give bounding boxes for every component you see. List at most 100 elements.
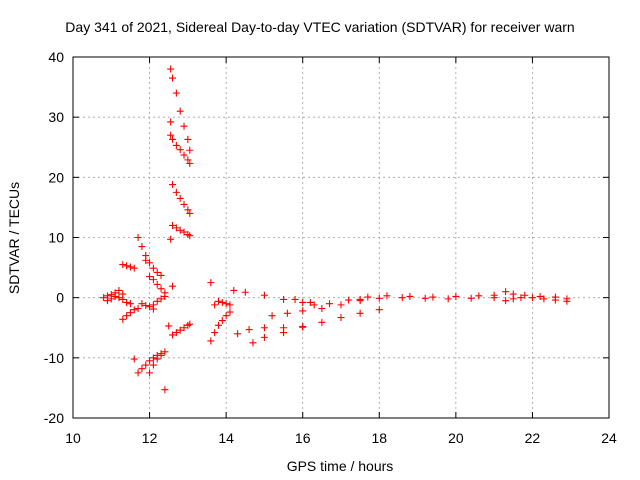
data-point — [100, 294, 108, 302]
data-point — [540, 295, 548, 303]
series-arc-g — [146, 348, 169, 377]
data-point — [528, 294, 536, 302]
data-point — [172, 224, 180, 232]
data-point — [383, 292, 391, 300]
data-point — [161, 386, 169, 394]
data-point — [375, 294, 383, 302]
series-arc-q — [234, 323, 307, 338]
series-arc-u — [356, 294, 498, 303]
data-point — [318, 318, 326, 326]
data-point — [169, 181, 177, 189]
data-point — [134, 234, 142, 241]
data-point — [180, 228, 188, 236]
data-point — [211, 329, 219, 337]
data-point — [306, 298, 314, 306]
data-point — [149, 264, 157, 272]
data-point — [318, 304, 326, 312]
data-point — [563, 295, 571, 303]
data-point — [467, 294, 475, 302]
x-tick-label: 22 — [525, 430, 541, 446]
x-tick-label: 12 — [142, 430, 158, 446]
data-point — [184, 206, 192, 214]
data-point — [126, 300, 134, 308]
data-point — [119, 295, 127, 303]
data-point — [146, 259, 154, 267]
data-point — [161, 289, 169, 297]
data-point — [169, 282, 177, 290]
data-point — [337, 301, 345, 309]
data-point — [111, 292, 119, 300]
data-point — [184, 156, 192, 164]
data-point — [130, 264, 138, 272]
series-arc-d — [134, 234, 165, 279]
data-point — [186, 232, 194, 240]
data-point — [406, 292, 414, 300]
x-axis-label: GPS time / hours — [287, 458, 394, 474]
data-point — [172, 188, 180, 196]
series-arc-b — [119, 261, 138, 272]
series-arc-l — [169, 221, 194, 240]
data-point — [260, 291, 268, 299]
series-arc-m — [169, 320, 194, 339]
data-point — [157, 295, 165, 303]
series-arc-c — [119, 304, 142, 323]
data-point — [146, 273, 154, 281]
data-point — [249, 339, 257, 347]
data-point — [245, 326, 253, 334]
series-arc-i — [167, 65, 194, 154]
data-point — [130, 306, 138, 314]
data-point — [153, 355, 161, 363]
data-points — [100, 65, 571, 394]
series-arc-n — [207, 308, 234, 345]
data-point — [375, 306, 383, 314]
data-point — [517, 294, 525, 302]
data-point — [280, 329, 288, 337]
data-point — [551, 293, 559, 301]
data-point — [180, 151, 188, 159]
data-point — [299, 298, 307, 306]
y-tick-label: 30 — [48, 109, 64, 125]
data-point — [138, 365, 146, 373]
data-point — [299, 307, 307, 315]
data-point — [149, 354, 157, 362]
data-point — [172, 89, 180, 97]
data-point — [521, 291, 529, 299]
data-point — [345, 296, 353, 304]
data-point — [226, 308, 234, 316]
series-arc-j — [167, 131, 194, 167]
data-point — [444, 295, 452, 303]
series-arc-t — [291, 291, 498, 308]
x-tick-label: 24 — [601, 430, 617, 446]
data-point — [123, 262, 131, 270]
data-point — [260, 333, 268, 341]
data-point — [149, 305, 157, 313]
data-point — [165, 322, 173, 330]
data-point — [218, 317, 226, 325]
data-point — [176, 194, 184, 202]
data-point — [149, 276, 157, 284]
series-arc-s — [268, 297, 364, 320]
data-point — [115, 286, 123, 294]
data-point — [169, 331, 177, 339]
series-isolated — [130, 118, 219, 394]
series-arc-k — [169, 181, 194, 217]
data-point — [138, 243, 146, 251]
series-arc-a2 — [103, 292, 134, 308]
data-point — [126, 309, 134, 317]
data-point — [452, 292, 460, 300]
data-point — [364, 293, 372, 301]
data-point — [149, 361, 157, 369]
y-tick-label: -20 — [44, 410, 64, 426]
data-point — [283, 309, 291, 317]
data-point — [169, 221, 177, 229]
data-point — [180, 324, 188, 332]
data-point — [119, 261, 127, 269]
data-point — [167, 65, 175, 73]
series-arc-h — [146, 273, 169, 297]
series-arc-w — [502, 288, 571, 303]
x-axis-ticks: 10 12 14 16 18 20 22 24 — [65, 57, 617, 446]
data-point — [475, 292, 483, 300]
data-point — [167, 131, 175, 139]
data-point — [172, 141, 180, 149]
data-point — [172, 329, 180, 337]
